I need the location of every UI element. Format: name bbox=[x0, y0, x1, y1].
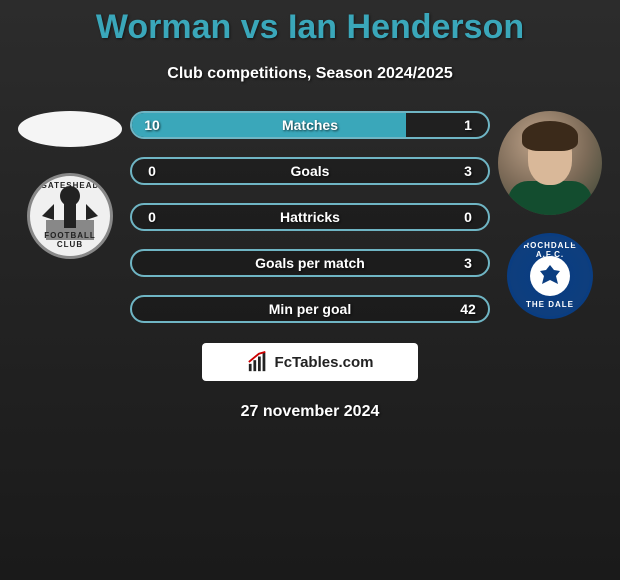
stat-value-right: 0 bbox=[448, 209, 488, 225]
left-column: GATESHEAD FOOTBALL CLUB bbox=[10, 111, 130, 259]
right-column: ROCHDALE A.F.C. THE DALE bbox=[490, 111, 610, 319]
stat-row: 0Hattricks0 bbox=[130, 203, 490, 231]
stat-row: Min per goal42 bbox=[130, 295, 490, 323]
stat-value-left: 10 bbox=[132, 117, 172, 133]
left-club-name-bottom: FOOTBALL CLUB bbox=[30, 232, 110, 250]
stat-value-right: 3 bbox=[448, 255, 488, 271]
stats-column: 10Matches10Goals30Hattricks0Goals per ma… bbox=[130, 111, 490, 323]
comparison-area: GATESHEAD FOOTBALL CLUB 10Matches10Goals… bbox=[10, 111, 610, 323]
stat-label: Min per goal bbox=[172, 301, 448, 317]
stat-value-right: 1 bbox=[448, 117, 488, 133]
stat-label: Goals per match bbox=[172, 255, 448, 271]
stat-label: Goals bbox=[172, 163, 448, 179]
stat-value-left: 0 bbox=[132, 163, 172, 179]
stat-row: 0Goals3 bbox=[130, 157, 490, 185]
stat-row: 10Matches1 bbox=[130, 111, 490, 139]
stat-label: Hattricks bbox=[172, 209, 448, 225]
right-player-avatar bbox=[498, 111, 602, 215]
left-player-avatar bbox=[18, 111, 122, 147]
date-label: 27 november 2024 bbox=[10, 403, 610, 421]
page-title: Worman vs Ian Henderson bbox=[10, 0, 610, 47]
stat-label: Matches bbox=[172, 117, 448, 133]
source-label: FcTables.com bbox=[275, 354, 374, 371]
left-club-badge: GATESHEAD FOOTBALL CLUB bbox=[27, 173, 113, 259]
right-club-name-top: ROCHDALE A.F.C. bbox=[510, 242, 590, 260]
chart-icon bbox=[247, 351, 269, 373]
source-badge: FcTables.com bbox=[202, 343, 418, 381]
subtitle: Club competitions, Season 2024/2025 bbox=[10, 65, 610, 83]
stat-value-left: 0 bbox=[132, 209, 172, 225]
left-club-name-top: GATESHEAD bbox=[41, 182, 100, 191]
stat-value-right: 42 bbox=[448, 301, 488, 317]
right-club-badge: ROCHDALE A.F.C. THE DALE bbox=[507, 233, 593, 319]
stat-value-right: 3 bbox=[448, 163, 488, 179]
lion-crest-icon bbox=[536, 262, 564, 290]
stat-row: Goals per match3 bbox=[130, 249, 490, 277]
right-club-name-bottom: THE DALE bbox=[526, 301, 574, 310]
